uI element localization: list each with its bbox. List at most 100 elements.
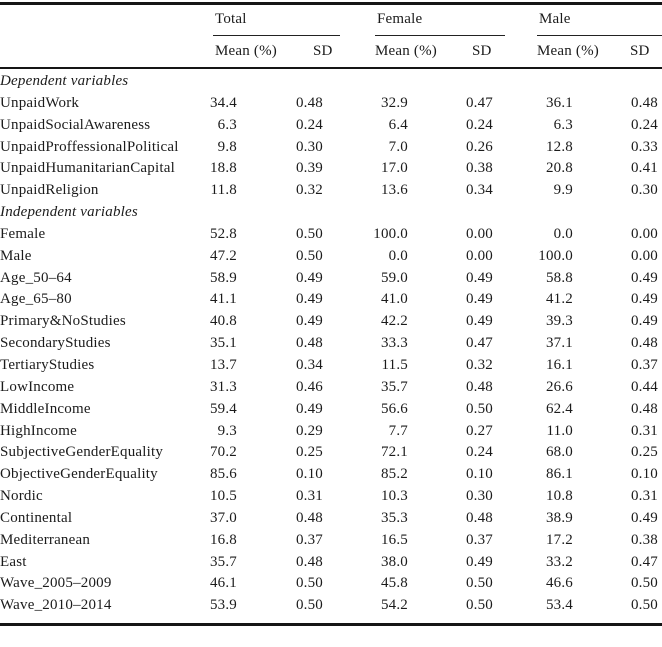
cell-female-mean: 54.2 — [380, 597, 408, 614]
row-label: Age_50–64 — [0, 269, 72, 286]
col-group-total-label: Total — [215, 10, 247, 27]
table-row: UnpaidSocialAwareness 6.3 0.24 6.4 0.24 6.3 0.… — [0, 115, 662, 137]
cell-total-mean: 34.4 — [209, 94, 237, 111]
cell-male-mean: 20.8 — [545, 160, 573, 177]
section-header: Dependent variables — [0, 73, 129, 89]
table-row: Primary&NoStudies 40.8 0.49 42.2 0.49 39.3 0.4… — [0, 311, 662, 333]
table-row: Age_50–64 58.9 0.49 59.0 0.49 58.8 0.49 — [0, 268, 662, 290]
cell-male-mean: 17.2 — [545, 531, 573, 548]
cell-total-mean: 70.2 — [209, 444, 237, 461]
cell-total-sd: 0.49 — [295, 400, 323, 417]
cell-male-mean: 68.0 — [545, 444, 573, 461]
cell-female-sd: 0.48 — [465, 378, 493, 395]
row-label: Wave_2005–2009 — [0, 575, 112, 592]
cell-female-sd: 0.49 — [465, 269, 493, 286]
cell-total-mean: 47.2 — [209, 247, 237, 264]
cell-male-sd: 0.49 — [630, 291, 658, 308]
cell-female-mean: 38.0 — [380, 553, 408, 570]
cell-female-sd: 0.30 — [465, 488, 493, 505]
cell-total-sd: 0.31 — [295, 488, 323, 505]
cell-male-mean: 11.0 — [546, 422, 573, 439]
row-label: LowIncome — [0, 378, 75, 395]
table-body: Dependent variables UnpaidWork 34.4 0.48 32.… — [0, 69, 662, 620]
cell-female-mean: 41.0 — [380, 291, 408, 308]
cell-female-mean: 16.5 — [380, 531, 408, 548]
cell-male-mean: 86.1 — [545, 466, 573, 483]
row-label: SecondaryStudies — [0, 335, 111, 352]
cell-total-sd: 0.24 — [295, 116, 323, 133]
col-group-female-label: Female — [377, 10, 423, 27]
cell-male-sd: 0.31 — [630, 488, 658, 505]
cell-total-sd: 0.49 — [295, 291, 323, 308]
row-label: ObjectiveGenderEquality — [0, 466, 158, 483]
cell-total-mean: 6.3 — [217, 116, 237, 133]
cell-female-sd: 0.48 — [465, 509, 493, 526]
cell-male-sd: 0.38 — [630, 531, 658, 548]
table-row: MiddleIncome 59.4 0.49 56.6 0.50 62.4 0.48 — [0, 399, 662, 421]
row-label: UnpaidReligion — [0, 182, 99, 199]
cell-female-mean: 11.5 — [381, 356, 408, 373]
cell-female-mean: 7.7 — [388, 422, 408, 439]
cell-total-sd: 0.32 — [295, 182, 323, 199]
col-group-male-label: Male — [539, 10, 571, 27]
cell-male-mean: 26.6 — [545, 378, 573, 395]
cell-total-sd: 0.46 — [295, 378, 323, 395]
cell-male-mean: 9.9 — [553, 182, 573, 199]
cell-female-mean: 45.8 — [380, 575, 408, 592]
cell-male-mean: 62.4 — [545, 400, 573, 417]
header-total-mean: Mean (%) — [215, 42, 277, 59]
header-total-sd: SD — [313, 42, 333, 59]
cell-male-sd: 0.37 — [630, 356, 658, 373]
cell-total-mean: 18.8 — [209, 160, 237, 177]
row-label: UnpaidHumanitarianCapital — [0, 160, 175, 177]
cell-male-sd: 0.00 — [630, 225, 658, 242]
cell-female-sd: 0.50 — [465, 597, 493, 614]
row-label: UnpaidProffessionalPolitical — [0, 138, 179, 155]
table-row: UnpaidReligion 11.8 0.32 13.6 0.34 9.9 0.30 — [0, 180, 662, 202]
row-label: SubjectiveGenderEquality — [0, 444, 164, 461]
cell-female-mean: 10.3 — [380, 488, 408, 505]
cell-male-mean: 41.2 — [545, 291, 573, 308]
cell-female-sd: 0.49 — [465, 291, 493, 308]
table-row: UnpaidProffessionalPolitical 9.8 0.30 7.0 0.… — [0, 137, 662, 159]
bottom-rule — [0, 623, 662, 626]
table-row: Male 47.2 0.50 0.0 0.00 100.0 0.00 — [0, 246, 662, 268]
row-label: East — [0, 553, 27, 570]
row-label: TertiaryStudies — [0, 356, 95, 373]
cell-total-sd: 0.50 — [295, 575, 323, 592]
column-header-row: Mean (%) SD Mean (%) SD Mean (%) SD — [0, 36, 662, 67]
cell-female-sd: 0.24 — [465, 444, 493, 461]
table-row: Nordic 10.5 0.31 10.3 0.30 10.8 0.31 — [0, 486, 662, 508]
cell-total-mean: 58.9 — [209, 269, 237, 286]
cell-male-mean: 37.1 — [545, 335, 573, 352]
cell-male-sd: 0.44 — [630, 378, 658, 395]
table-row: Mediterranean 16.8 0.37 16.5 0.37 17.2 0.38 — [0, 530, 662, 552]
cell-male-sd: 0.33 — [630, 138, 658, 155]
cell-total-mean: 52.8 — [209, 225, 237, 242]
cell-male-mean: 39.3 — [545, 313, 573, 330]
cell-female-sd: 0.26 — [465, 138, 493, 155]
cell-male-sd: 0.50 — [630, 575, 658, 592]
cell-total-sd: 0.48 — [295, 94, 323, 111]
cell-total-sd: 0.50 — [295, 225, 323, 242]
cell-male-sd: 0.24 — [630, 116, 658, 133]
cell-female-mean: 17.0 — [380, 160, 408, 177]
row-label: Male — [0, 247, 32, 264]
table-row: SubjectiveGenderEquality 70.2 0.25 72.1 0.24… — [0, 442, 662, 464]
cell-total-mean: 35.1 — [209, 335, 237, 352]
row-label: Mediterranean — [0, 531, 91, 548]
cell-male-sd: 0.41 — [630, 160, 658, 177]
cell-female-mean: 7.0 — [388, 138, 408, 155]
cell-female-sd: 0.37 — [465, 531, 493, 548]
cell-total-mean: 40.8 — [209, 313, 237, 330]
table-row: Age_65–80 41.1 0.49 41.0 0.49 41.2 0.49 — [0, 289, 662, 311]
cell-male-sd: 0.00 — [630, 247, 658, 264]
cell-male-sd: 0.30 — [630, 182, 658, 199]
table-row: UnpaidWork 34.4 0.48 32.9 0.47 36.1 0.48 — [0, 93, 662, 115]
cell-female-sd: 0.10 — [465, 466, 493, 483]
cell-total-sd: 0.50 — [295, 597, 323, 614]
header-male-mean: Mean (%) — [537, 42, 599, 59]
cell-total-sd: 0.48 — [295, 335, 323, 352]
cell-total-mean: 53.9 — [209, 597, 237, 614]
cell-female-sd: 0.50 — [465, 575, 493, 592]
